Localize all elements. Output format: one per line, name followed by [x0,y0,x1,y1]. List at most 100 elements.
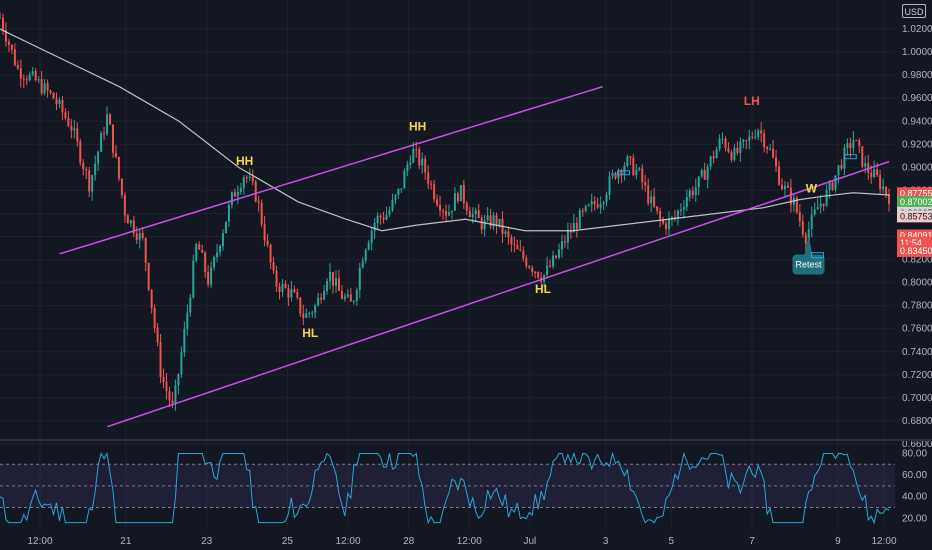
x-tick-label: 5 [668,536,674,547]
candle-body [837,165,840,176]
candle-body [724,138,727,148]
candle-body [305,313,308,318]
candle-body [58,100,61,105]
candle-body [88,170,91,192]
candle-body [599,204,602,208]
candle-body [807,229,810,244]
candle-body [504,231,507,234]
candle-body [736,147,739,153]
candle-body [590,201,593,205]
candle-body [55,98,58,105]
candle-body [227,204,230,222]
candle-body [239,188,242,193]
candle-body [549,265,552,267]
candle-body [715,149,718,159]
candle-body [822,203,825,206]
candle-body [730,151,733,160]
candle-body [361,260,364,268]
candle-body [700,170,703,177]
price-badge-label: 0.87755 [900,188,932,198]
x-tick-label: 21 [120,536,132,547]
candle-body [644,182,647,186]
candle-body [409,162,412,165]
candle-body [611,172,614,177]
candle-body [230,192,233,205]
candle-body [650,196,653,204]
candle-body [31,71,34,75]
candle-body [798,212,801,222]
candle-body [858,140,861,147]
candle-body [1,17,4,31]
annotation-w: W [806,182,818,196]
x-tick-label: 12:00 [457,536,482,547]
candle-body [433,184,436,200]
candle-body [103,133,106,135]
candle-body [489,215,492,227]
candle-body [135,233,138,240]
candle-body [180,352,183,375]
candle-body [46,83,49,91]
candle-body [346,294,349,297]
candle-body [376,215,379,223]
candle-body [778,166,781,185]
candle-body [810,214,813,230]
candle-body [584,205,587,211]
candle-body [552,255,555,267]
candle-body [688,190,691,198]
x-tick-label: 23 [201,536,213,547]
candle-body [210,267,213,285]
candle-body [10,44,13,50]
y-tick-label: 0.66000 [902,439,932,450]
candle-body [855,140,858,142]
candle-body [52,92,55,99]
candle-body [679,209,682,212]
candle-body [260,202,263,225]
candle-body [834,175,837,190]
x-tick-label: 25 [282,536,294,547]
candle-body [352,301,355,303]
currency-selector[interactable]: USD [902,4,926,18]
marker-box [810,252,824,259]
candle-body [168,391,171,401]
price-badge-label: 0.84091 [900,230,932,240]
candle-body [459,185,462,202]
candle-body [694,187,697,196]
candle-body [596,204,599,208]
candle-body [525,258,528,267]
candle-body [608,176,611,195]
candle-body [308,313,311,315]
candle-body [727,147,730,152]
candle-body [566,230,569,243]
candle-body [510,237,513,245]
candle-body [67,117,70,127]
candle-body [813,209,816,215]
candle-body [165,381,168,392]
candle-body [284,283,287,288]
candle-body [424,158,427,173]
candle-body [495,215,498,226]
candle-body [706,166,709,180]
candle-body [831,182,834,190]
candle-body [882,186,885,189]
candle-body [870,172,873,178]
price-badge [897,195,932,208]
candle-body [825,190,828,206]
candle-body [370,230,373,243]
candle-body [233,192,236,197]
candle-body [703,170,706,180]
candle-body [293,289,296,293]
candle-body [109,114,112,125]
candle-body [224,221,227,233]
candle-body [522,250,525,259]
candle-body [534,271,537,273]
candle-body [37,79,40,81]
candle-body [819,203,822,208]
candle-body [474,210,477,214]
candle-body [254,181,257,202]
candle-body [323,290,326,300]
